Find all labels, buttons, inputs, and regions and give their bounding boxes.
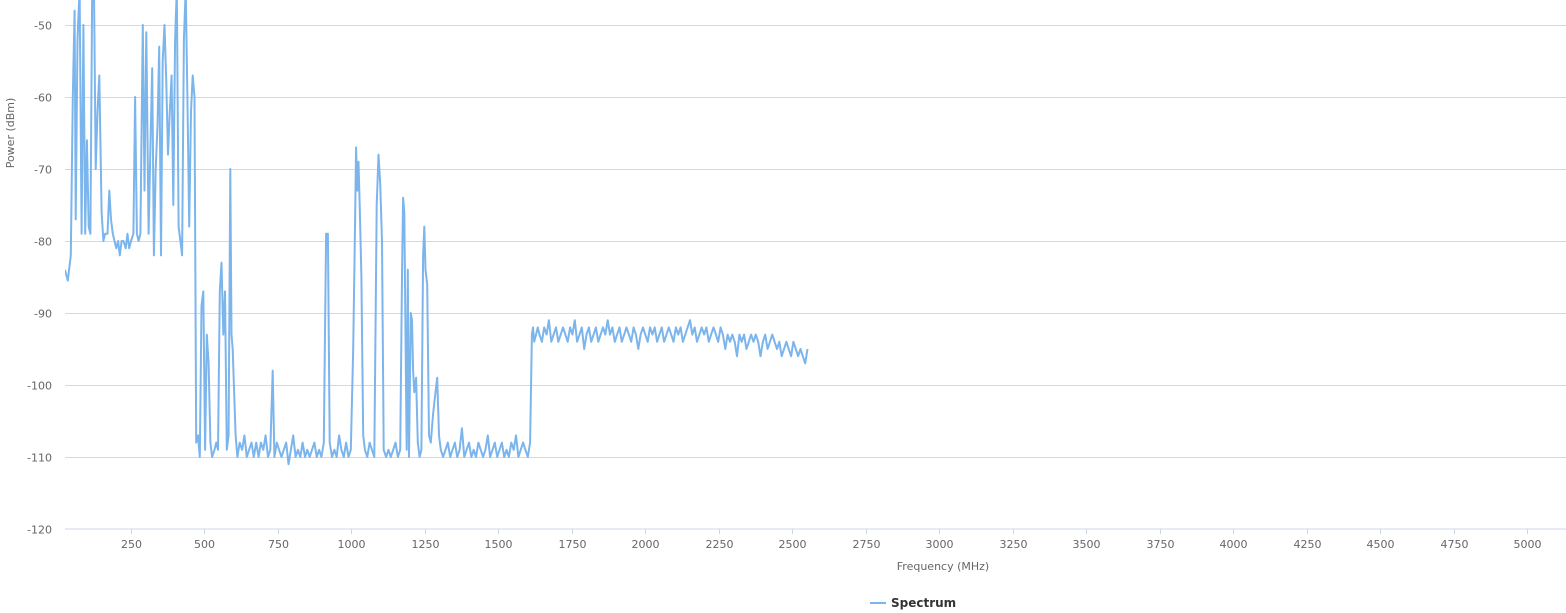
x-tick-label: 3500	[1073, 538, 1101, 551]
x-axis-ticks: 250 500 750 1000 1250 1500 1750 2000 2250 2500 275…	[121, 529, 1542, 551]
series-line-spectrum[interactable]	[65, 0, 809, 466]
x-axis-title: Frequency (MHz)	[897, 560, 989, 573]
x-tick-label: 4750	[1441, 538, 1469, 551]
grid-lines	[65, 25, 1566, 458]
legend-series-label[interactable]: Spectrum	[891, 596, 956, 610]
y-tick-label: -60	[34, 92, 52, 105]
x-tick-label: 1000	[338, 538, 366, 551]
x-tick-label: 2250	[706, 538, 734, 551]
y-tick-label: -110	[27, 452, 52, 465]
x-tick-label: 1750	[559, 538, 587, 551]
x-tick-label: 2000	[632, 538, 660, 551]
x-tick-label: 4250	[1294, 538, 1322, 551]
x-tick-label: 1250	[412, 538, 440, 551]
y-tick-label: -70	[34, 164, 52, 177]
x-tick-label: 250	[121, 538, 142, 551]
x-tick-label: 4500	[1367, 538, 1395, 551]
x-tick-label: 2750	[853, 538, 881, 551]
x-tick-label: 5000	[1514, 538, 1542, 551]
y-tick-label: -80	[34, 236, 52, 249]
x-tick-label: 3000	[926, 538, 954, 551]
y-tick-label: -50	[34, 20, 52, 33]
legend[interactable]: Spectrum	[870, 596, 956, 610]
x-tick-label: 3750	[1147, 538, 1175, 551]
x-tick-label: 3250	[1000, 538, 1028, 551]
y-axis-ticks: -50 -60 -70 -80 -90 -100 -110 -120	[27, 20, 52, 537]
y-tick-label: -120	[27, 524, 52, 537]
x-tick-label: 750	[268, 538, 289, 551]
y-tick-label: -90	[34, 308, 52, 321]
x-tick-label: 500	[194, 538, 215, 551]
x-tick-label: 2500	[779, 538, 807, 551]
y-axis-title: Power (dBm)	[4, 98, 17, 169]
x-tick-label: 4000	[1220, 538, 1248, 551]
x-tick-label: 1500	[485, 538, 513, 551]
series-layer	[65, 0, 809, 466]
y-tick-label: -100	[27, 380, 52, 393]
